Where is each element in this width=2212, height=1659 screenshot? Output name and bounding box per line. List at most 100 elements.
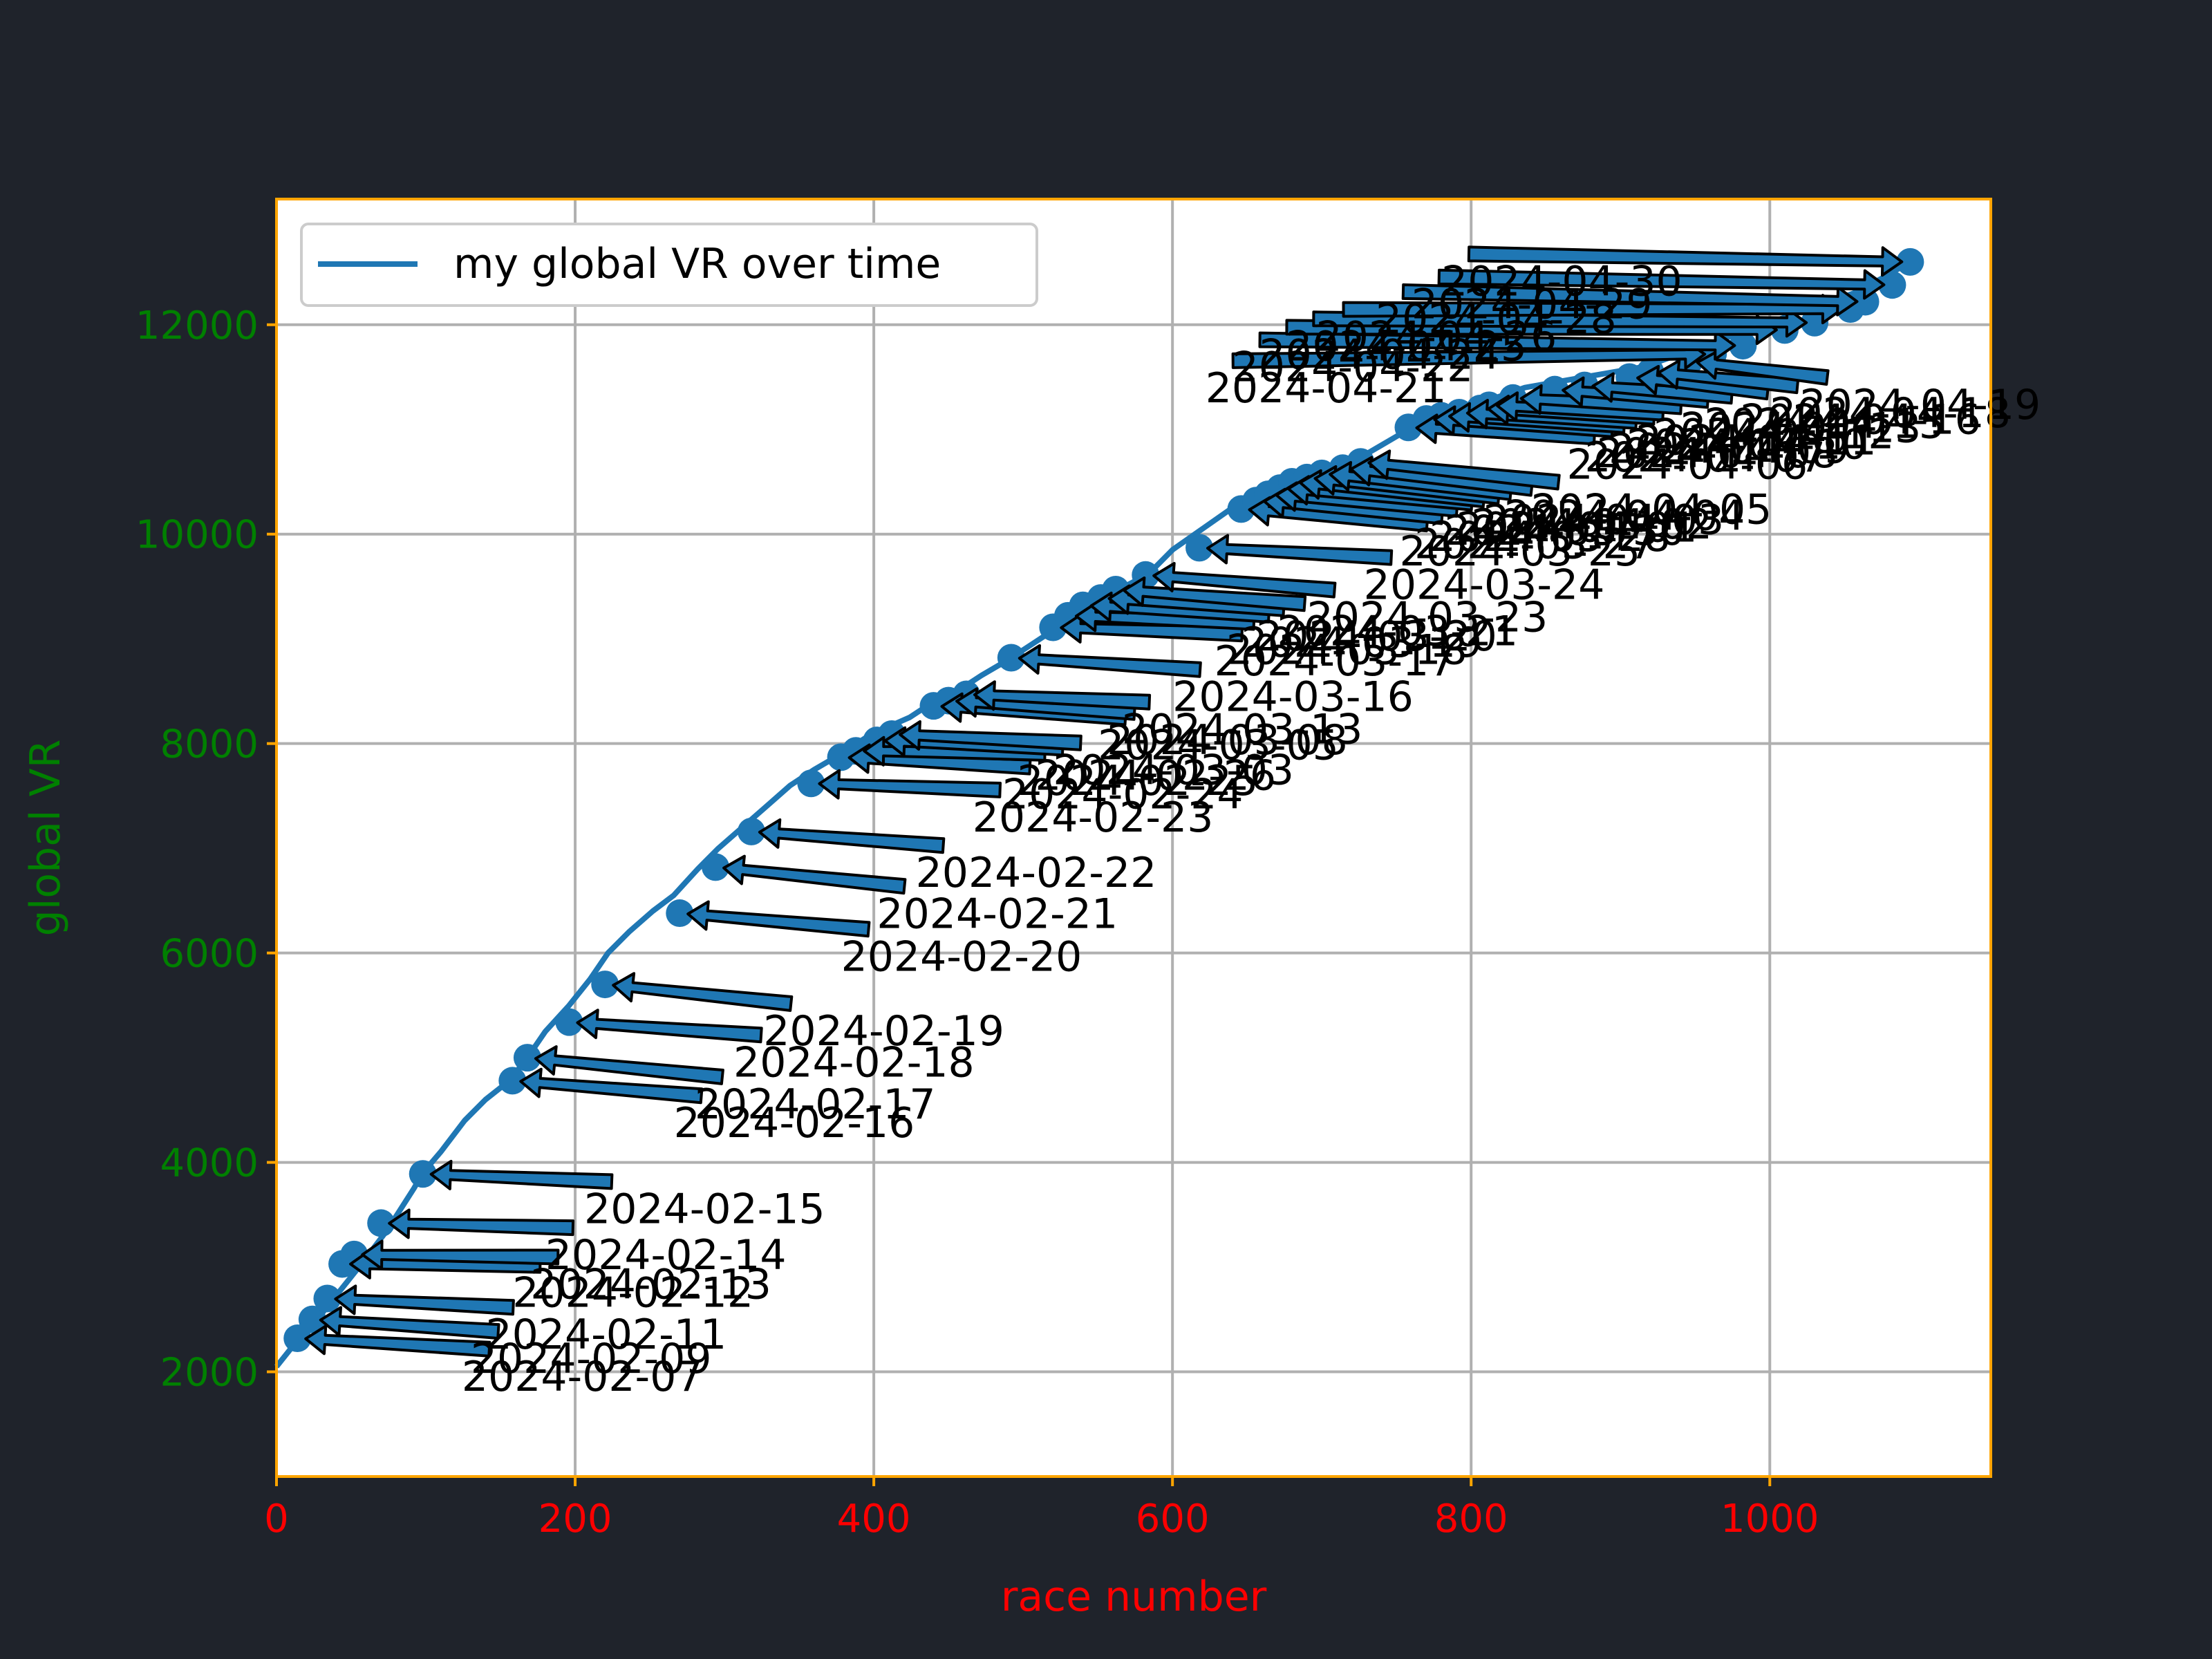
annotation-arrow <box>1437 268 1886 300</box>
legend-box <box>300 223 1038 307</box>
annotation-label: 2024-03-16 <box>1172 673 1414 722</box>
x-ticks: 0 200 400 600 800 1000 <box>264 1477 1819 1541</box>
annotation-label: 2024-04-19 <box>1799 381 2041 429</box>
annotation-label: 2024-04-28 <box>1376 295 1617 344</box>
annotation-label: 2024-03-24 <box>1364 561 1605 610</box>
y-axis-label: global VR <box>21 740 70 937</box>
annotation-label: 2024-02-12 <box>512 1269 753 1318</box>
data-point <box>1878 271 1906 299</box>
annotation-label: 2024-02-26 <box>1035 751 1276 800</box>
annotation-label: 2024-04-12 <box>1653 411 1895 459</box>
annotation-label: 2024-03-21 <box>1277 607 1518 655</box>
annotation-label: 2024-03-13 <box>1122 706 1363 754</box>
x-tick-label: 800 <box>1434 1497 1508 1541</box>
annotation-arrow <box>1123 577 1307 612</box>
annotation-label: 2024-03-03 <box>1053 747 1294 795</box>
annotation-arrow <box>1657 359 1800 395</box>
annotation-arrow <box>429 1159 614 1190</box>
data-point <box>298 1305 326 1333</box>
annotation-label: 2024-03-20 <box>1256 612 1497 661</box>
y-tick-label: 12000 <box>135 303 259 348</box>
y-tick-label: 6000 <box>160 932 259 977</box>
annotation-label: 2024-03-25 <box>1400 527 1641 576</box>
data-point <box>997 644 1025 672</box>
data-point <box>409 1160 437 1188</box>
annotation-arrow <box>334 1284 515 1316</box>
annotation-label: 2024-04-18 <box>1770 389 2011 438</box>
annotation-label: 2024-04-01 <box>1456 503 1698 552</box>
annotation-label: 2024-04-16 <box>1740 395 1981 444</box>
annotation-label: 2024-04-30 <box>1441 257 1683 306</box>
annotation-arrow <box>973 680 1152 711</box>
y-ticks: 2000 4000 6000 8000 10000 12000 <box>135 303 276 1396</box>
y-tick-label: 10000 <box>135 513 259 558</box>
annotation-label: 2024-04-02 <box>1471 500 1712 549</box>
data-point <box>498 1067 527 1095</box>
annotation-arrow <box>1519 384 1683 415</box>
annotations: 2024-02-072024-02-092024-02-112024-02-12… <box>304 245 2041 1401</box>
y-tick-label: 2000 <box>160 1351 259 1396</box>
annotation-label: 2024-04-03 <box>1483 496 1725 545</box>
annotation-label: 2024-03-18 <box>1226 626 1468 675</box>
annotation-arrow <box>1591 372 1734 405</box>
legend-entry: my global VR over time <box>453 240 941 288</box>
annotation-label: 2024-03-28 <box>1430 513 1671 561</box>
data-point <box>666 899 694 928</box>
annotation-label: 2024-02-20 <box>841 932 1082 981</box>
annotation-label: 2024-03-05 <box>1098 721 1339 769</box>
annotation-label: 2024-04-25 <box>1286 322 1527 371</box>
y-tick-label: 8000 <box>160 722 259 767</box>
annotation-arrow <box>1367 449 1561 491</box>
annotation-label: 2024-04-08 <box>1597 429 1838 478</box>
data-point <box>1851 288 1880 316</box>
annotation-label: 2024-02-11 <box>485 1311 727 1359</box>
annotation-arrow <box>319 1306 500 1340</box>
annotation-arrow <box>758 818 946 854</box>
data-point <box>1896 247 1924 276</box>
annotation-label: 2024-02-21 <box>877 890 1118 938</box>
annotation-label: 2024-04-21 <box>1206 364 1447 413</box>
annotation-label: 2024-04-26 <box>1316 313 1557 362</box>
annotation-label: 2024-02-09 <box>471 1335 712 1383</box>
annotation-label: 2024-04-22 <box>1232 344 1474 392</box>
data-point <box>313 1284 341 1313</box>
annotation-arrow <box>1467 245 1904 277</box>
annotation-arrow <box>534 1045 724 1085</box>
legend: my global VR over time <box>300 223 1038 307</box>
data-point <box>1729 332 1757 360</box>
annotation-label: 2024-02-19 <box>763 1007 1004 1056</box>
annotation-label: 2024-02-07 <box>462 1353 703 1401</box>
x-tick-label: 1000 <box>1721 1497 1819 1541</box>
x-tick-label: 200 <box>538 1497 612 1541</box>
annotation-label: 2024-04-10 <box>1627 421 1868 469</box>
annotation-arrow <box>1152 562 1337 599</box>
data-point <box>367 1209 395 1237</box>
annotation-label: 2024-02-23 <box>973 794 1214 842</box>
annotation-label: 2024-03-17 <box>1215 637 1456 686</box>
data-point <box>283 1324 312 1353</box>
annotation-arrow <box>686 900 871 938</box>
annotation-label: 2024-04-13 <box>1680 404 1922 452</box>
annotation-label: 2024-02-16 <box>674 1099 915 1147</box>
data-point <box>737 817 765 845</box>
data-point <box>555 1008 583 1036</box>
data-point <box>513 1044 541 1072</box>
data-point <box>797 769 825 798</box>
data-point <box>1185 534 1214 562</box>
annotation-label: 2024-04-05 <box>1531 486 1772 534</box>
annotation-label: 2024-02-18 <box>733 1038 975 1087</box>
annotation-label: 2024-02-17 <box>695 1080 936 1129</box>
annotation-label: 2024-02-22 <box>916 849 1157 897</box>
annotation-label: 2024-04-15 <box>1704 400 1945 448</box>
annotation-label: 2024-04-04 <box>1504 492 1745 541</box>
annotation-label: 2024-02-13 <box>530 1260 771 1309</box>
annotation-arrow <box>722 854 907 895</box>
annotation-arrow <box>519 1067 704 1105</box>
data-point <box>591 971 619 999</box>
annotation-label: 2024-02-24 <box>1002 771 1244 819</box>
annotation-label: 2024-04-11 <box>1635 417 1877 465</box>
annotation-label: 2024-03-23 <box>1307 594 1548 642</box>
plot-area <box>276 199 1991 1477</box>
annotation-arrow <box>361 1239 560 1271</box>
